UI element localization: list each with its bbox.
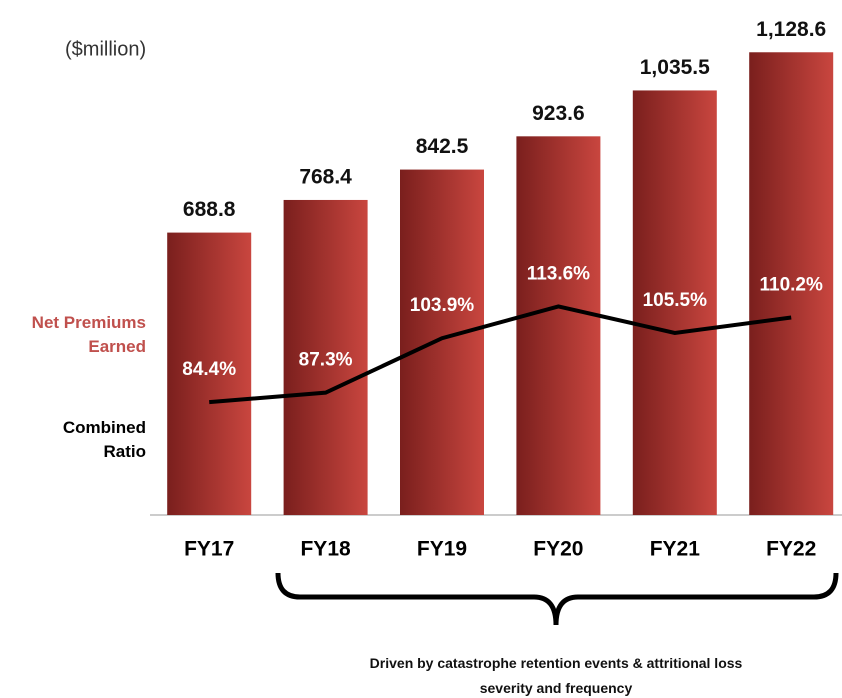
ratio-value-label: 110.2% bbox=[759, 275, 822, 296]
ratio-value-label: 113.6% bbox=[527, 263, 590, 284]
ratio-line bbox=[209, 304, 792, 405]
bar bbox=[283, 199, 368, 515]
x-tick-label: FY19 bbox=[417, 538, 467, 561]
legend-net-premiums: Net Premiums Earned bbox=[31, 313, 146, 356]
ratio-value-label: 105.5% bbox=[643, 290, 708, 311]
ratio-value-label: 87.3% bbox=[299, 350, 353, 371]
bar-value-label: 1,128.6 bbox=[756, 18, 826, 41]
bar bbox=[167, 232, 252, 516]
bar-value-label: 842.5 bbox=[416, 135, 469, 158]
x-tick-label: FY21 bbox=[650, 538, 701, 561]
annotation: Driven by catastrophe retention events &… bbox=[369, 655, 743, 696]
bar-value-label: 1,035.5 bbox=[640, 56, 710, 79]
bar-value-label: 923.6 bbox=[532, 102, 585, 125]
x-tick-label: FY17 bbox=[184, 538, 234, 561]
brace bbox=[275, 572, 839, 626]
legend-combined-ratio: Combined Ratio bbox=[62, 418, 146, 461]
bar bbox=[400, 169, 484, 515]
bar bbox=[749, 52, 834, 516]
ratio-value-label: 84.4% bbox=[182, 359, 236, 380]
x-tick-label: FY22 bbox=[766, 538, 816, 561]
bar bbox=[632, 90, 717, 515]
x-tick-label: FY18 bbox=[300, 538, 351, 561]
x-tick-label: FY20 bbox=[533, 538, 583, 561]
bar bbox=[516, 136, 601, 515]
bar-value-label: 688.8 bbox=[183, 198, 236, 221]
ratio-value-label: 103.9% bbox=[410, 295, 475, 316]
unit-label: ($million) bbox=[65, 38, 146, 60]
bar-value-label: 768.4 bbox=[299, 166, 352, 189]
